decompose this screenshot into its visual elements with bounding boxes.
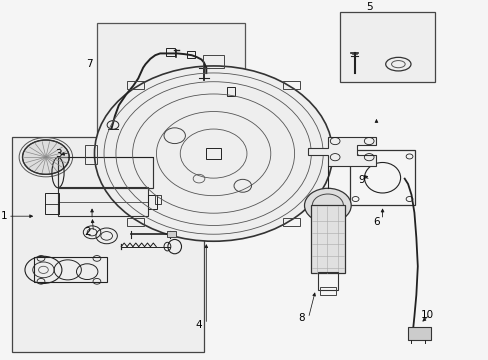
Bar: [167, 231, 176, 237]
Text: 1: 1: [1, 211, 8, 221]
Bar: [206, 148, 221, 159]
Bar: [34, 257, 106, 282]
Bar: [339, 12, 434, 82]
Bar: [318, 273, 337, 289]
Bar: [283, 81, 300, 89]
Text: 8: 8: [297, 313, 304, 323]
Bar: [97, 23, 244, 147]
Text: 10: 10: [420, 310, 433, 320]
Bar: [186, 51, 194, 58]
Bar: [310, 206, 344, 274]
Bar: [166, 48, 175, 56]
Text: 2: 2: [84, 227, 90, 237]
Bar: [155, 195, 161, 204]
Text: 5: 5: [365, 2, 372, 12]
Bar: [126, 218, 144, 226]
Text: 7: 7: [86, 59, 93, 69]
Bar: [148, 195, 156, 209]
Bar: [58, 187, 148, 216]
Bar: [45, 193, 60, 215]
Bar: [12, 138, 203, 352]
Bar: [203, 55, 224, 68]
Bar: [226, 87, 235, 96]
Text: 4: 4: [195, 320, 202, 330]
Bar: [283, 218, 300, 226]
Bar: [407, 327, 430, 339]
Text: 9: 9: [358, 175, 365, 185]
Bar: [84, 145, 97, 164]
Text: 3: 3: [55, 149, 61, 159]
Bar: [320, 287, 335, 295]
Bar: [58, 157, 153, 188]
Bar: [349, 150, 414, 206]
Bar: [126, 81, 144, 89]
Circle shape: [22, 140, 69, 174]
Polygon shape: [308, 138, 376, 166]
Circle shape: [94, 66, 332, 241]
Text: 6: 6: [372, 217, 379, 226]
Circle shape: [304, 188, 350, 222]
